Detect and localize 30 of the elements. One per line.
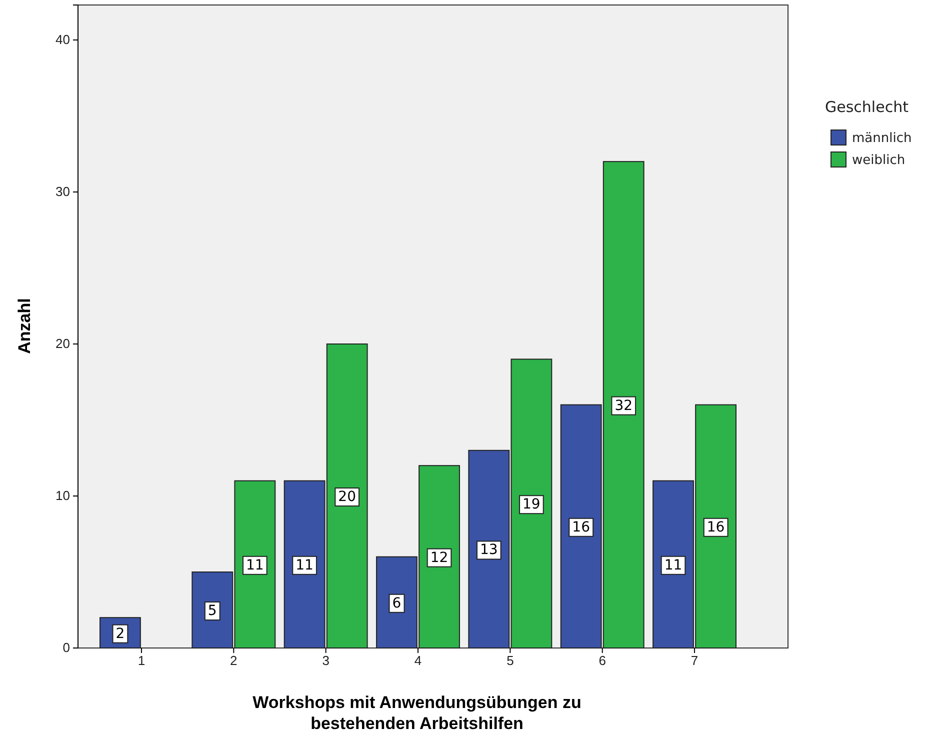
data-label: 2: [116, 626, 125, 642]
y-tick-label: 40: [56, 32, 70, 48]
data-label: 13: [480, 542, 498, 558]
y-tick-label: 30: [56, 184, 70, 200]
x-tick-label: 6: [598, 653, 606, 668]
x-tick-label: 3: [322, 653, 330, 668]
y-axis-title: Anzahl: [15, 298, 34, 354]
x-tick-label: 1: [138, 653, 146, 668]
data-label: 12: [430, 550, 448, 566]
legend-label: weiblich: [852, 153, 906, 168]
data-label: 11: [296, 557, 314, 574]
y-tick-label: 0: [62, 640, 70, 656]
x-tick-label: 4: [414, 653, 422, 668]
legend-label: männlich: [852, 131, 912, 146]
x-axis-title: Workshops mit Anwendungsübungen zu bestehenden Arbeitshilfen: [252, 693, 582, 733]
data-label: 20: [338, 488, 356, 505]
x-tick-label: 2: [230, 653, 238, 668]
legend-title: Geschlecht: [825, 98, 909, 116]
data-label: 16: [706, 519, 725, 536]
data-label: 19: [522, 496, 540, 513]
x-tick-label: 5: [506, 653, 514, 668]
data-label: 5: [208, 603, 217, 619]
data-label: 6: [392, 595, 402, 612]
data-label: 11: [664, 557, 682, 574]
data-label: 32: [614, 398, 633, 414]
y-tick-label: 20: [56, 336, 70, 352]
x-tick-label: 7: [690, 653, 698, 668]
y-tick-label: 10: [56, 488, 70, 504]
data-label: 16: [572, 519, 590, 536]
data-label: 11: [246, 557, 264, 574]
